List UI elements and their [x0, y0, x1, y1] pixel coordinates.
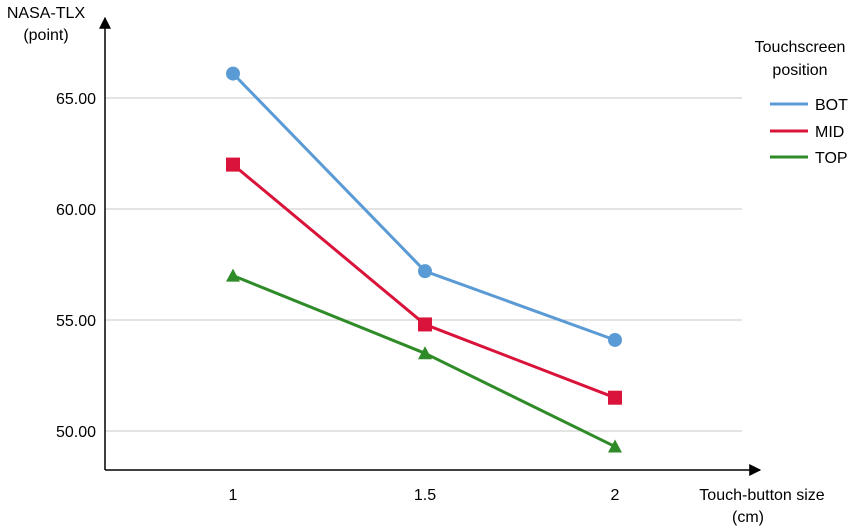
point-bot-1: [418, 264, 432, 279]
axis-titles: NASA-TLX (point) Touch-button size (cm): [7, 5, 825, 526]
x-tick-label-0: 1: [229, 487, 238, 504]
point-top-2: [608, 439, 622, 453]
tick-labels: 50.00 55.00 60.00 65.00 1 1.5 2: [56, 91, 620, 504]
legend-label-mid: MID: [815, 124, 844, 141]
point-top-0: [226, 268, 240, 282]
series-line-top: [232, 274, 616, 448]
point-bot-0: [226, 66, 240, 81]
legend: Touchscreen position BOT MID TOP: [755, 39, 848, 167]
y-tick-label-3: 65.00: [56, 91, 96, 108]
legend-title-line2: position: [772, 62, 827, 79]
x-tick-label-1: 1.5: [414, 487, 436, 504]
axes: [99, 16, 762, 476]
y-axis-title-line1: NASA-TLX: [7, 5, 86, 22]
y-tick-label-1: 55.00: [56, 313, 96, 330]
y-axis-title-line2: (point): [23, 27, 68, 44]
x-axis-title-line1: Touch-button size: [699, 487, 825, 504]
legend-title-line1: Touchscreen: [755, 39, 846, 56]
legend-label-bot: BOT: [815, 97, 848, 114]
series-bot: [226, 66, 622, 347]
point-bot-2: [608, 332, 622, 347]
series-group: [226, 66, 622, 453]
x-axis-title-line2: (cm): [732, 509, 764, 526]
y-tick-label-2: 60.00: [56, 202, 96, 219]
point-mid-0: [226, 157, 240, 172]
point-mid-1: [418, 317, 432, 332]
series-mid: [226, 157, 622, 405]
grid-lines: [105, 97, 742, 432]
point-mid-2: [608, 390, 622, 405]
series-top: [226, 268, 622, 453]
series-line-mid: [232, 163, 616, 400]
legend-label-top: TOP: [815, 150, 848, 167]
point-top-1: [418, 346, 432, 360]
y-tick-label-0: 50.00: [56, 424, 96, 441]
x-tick-label-2: 2: [611, 487, 620, 504]
